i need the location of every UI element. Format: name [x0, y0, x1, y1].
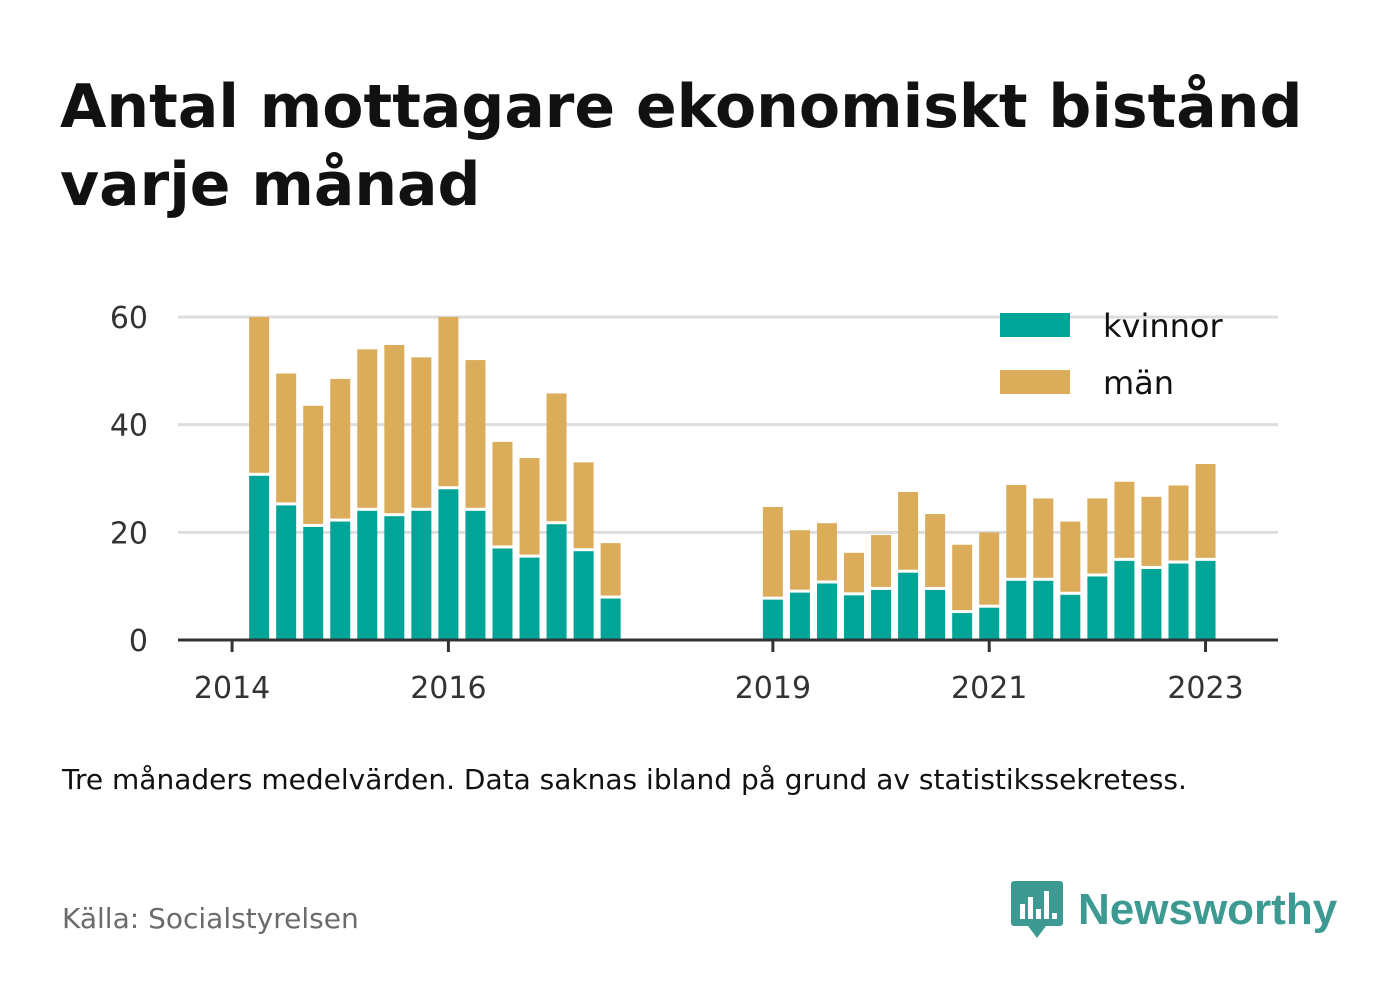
bar-kvinnor: [1168, 563, 1189, 640]
bar-man: [519, 458, 540, 555]
bar-man: [303, 405, 324, 524]
bar-kvinnor: [898, 572, 919, 640]
x-tick-label: 2016: [410, 671, 486, 706]
bar-man: [762, 507, 783, 597]
bar-kvinnor: [1087, 576, 1108, 640]
bar-kvinnor: [871, 589, 892, 640]
bar-man: [600, 543, 621, 596]
bar-kvinnor: [249, 475, 270, 640]
bar-kvinnor: [465, 510, 486, 640]
bar-man: [898, 491, 919, 570]
bar-kvinnor: [816, 583, 837, 640]
bar-kvinnor: [1195, 560, 1216, 640]
bar-man: [465, 360, 486, 508]
legend: kvinnor män: [1000, 307, 1224, 402]
x-tick-label: 2014: [194, 671, 270, 706]
bar-chart-speech-bubble-icon: [1011, 881, 1063, 938]
bar-kvinnor: [438, 489, 459, 640]
chart-note: Tre månaders medelvärden. Data saknas ib…: [62, 763, 1187, 796]
bar-kvinnor: [357, 510, 378, 640]
bar-kvinnor: [1141, 568, 1162, 640]
bar-kvinnor: [1033, 580, 1054, 640]
legend-label: män: [1103, 364, 1174, 402]
bar-man: [249, 317, 270, 473]
bar-kvinnor: [276, 505, 297, 640]
y-tick-label: 40: [110, 409, 148, 444]
bar-kvinnor: [330, 521, 351, 640]
x-tick-label: 2021: [951, 671, 1027, 706]
bar-man: [979, 532, 1000, 605]
bar-man: [546, 393, 567, 522]
bar-kvinnor: [789, 592, 810, 640]
bar-man: [384, 344, 405, 514]
bar-man: [357, 349, 378, 508]
y-tick-label: 60: [110, 301, 148, 336]
bar-kvinnor: [844, 595, 865, 640]
bar-kvinnor: [979, 607, 1000, 640]
bar-man: [438, 317, 459, 487]
bar-man: [492, 441, 513, 546]
bar-kvinnor: [492, 548, 513, 640]
bar-kvinnor: [1114, 560, 1135, 640]
source-label: Källa: Socialstyrelsen: [62, 902, 359, 935]
y-tick-label: 20: [110, 516, 148, 551]
y-tick-label: 0: [129, 624, 148, 659]
bar-man: [1114, 481, 1135, 558]
bar-kvinnor: [411, 510, 432, 640]
chart-title: Antal mottagare ekonomiskt bistånd varje…: [60, 72, 1303, 220]
brand-logo: Newsworthy: [1010, 878, 1337, 942]
bar-kvinnor: [519, 557, 540, 640]
bar-kvinnor: [762, 599, 783, 640]
x-tick-label: 2019: [735, 671, 811, 706]
bar-man: [330, 378, 351, 519]
brand-name: Newsworthy: [1078, 885, 1338, 934]
bar-kvinnor: [303, 526, 324, 640]
bar-kvinnor: [925, 589, 946, 640]
legend-swatch: [1000, 370, 1070, 394]
bar-man: [871, 535, 892, 587]
bar-man: [1006, 484, 1027, 578]
bars: [249, 317, 1216, 640]
bar-kvinnor: [384, 516, 405, 640]
bar-kvinnor: [1060, 594, 1081, 640]
bar-man: [844, 552, 865, 593]
legend-swatch: [1000, 313, 1070, 337]
bar-kvinnor: [546, 524, 567, 640]
bar-man: [1033, 498, 1054, 578]
bar-man: [789, 530, 810, 590]
bar-kvinnor: [1006, 580, 1027, 640]
bar-kvinnor: [952, 613, 973, 640]
bar-man: [952, 544, 973, 611]
bar-man: [1141, 496, 1162, 566]
axes: 0 20 40 60 2014 2016 2019 2021 2023: [110, 301, 1278, 706]
bar-kvinnor: [573, 551, 594, 640]
bar-man: [1087, 498, 1108, 574]
bar-man: [925, 514, 946, 587]
bar-man: [1060, 521, 1081, 592]
bar-man: [816, 523, 837, 581]
bar-man: [1195, 463, 1216, 558]
bar-man: [276, 373, 297, 503]
x-tick-label: 2023: [1167, 671, 1243, 706]
legend-label: kvinnor: [1103, 307, 1224, 345]
bar-man: [1168, 485, 1189, 561]
bar-man: [573, 462, 594, 549]
bar-kvinnor: [600, 598, 621, 640]
bar-man: [411, 357, 432, 508]
